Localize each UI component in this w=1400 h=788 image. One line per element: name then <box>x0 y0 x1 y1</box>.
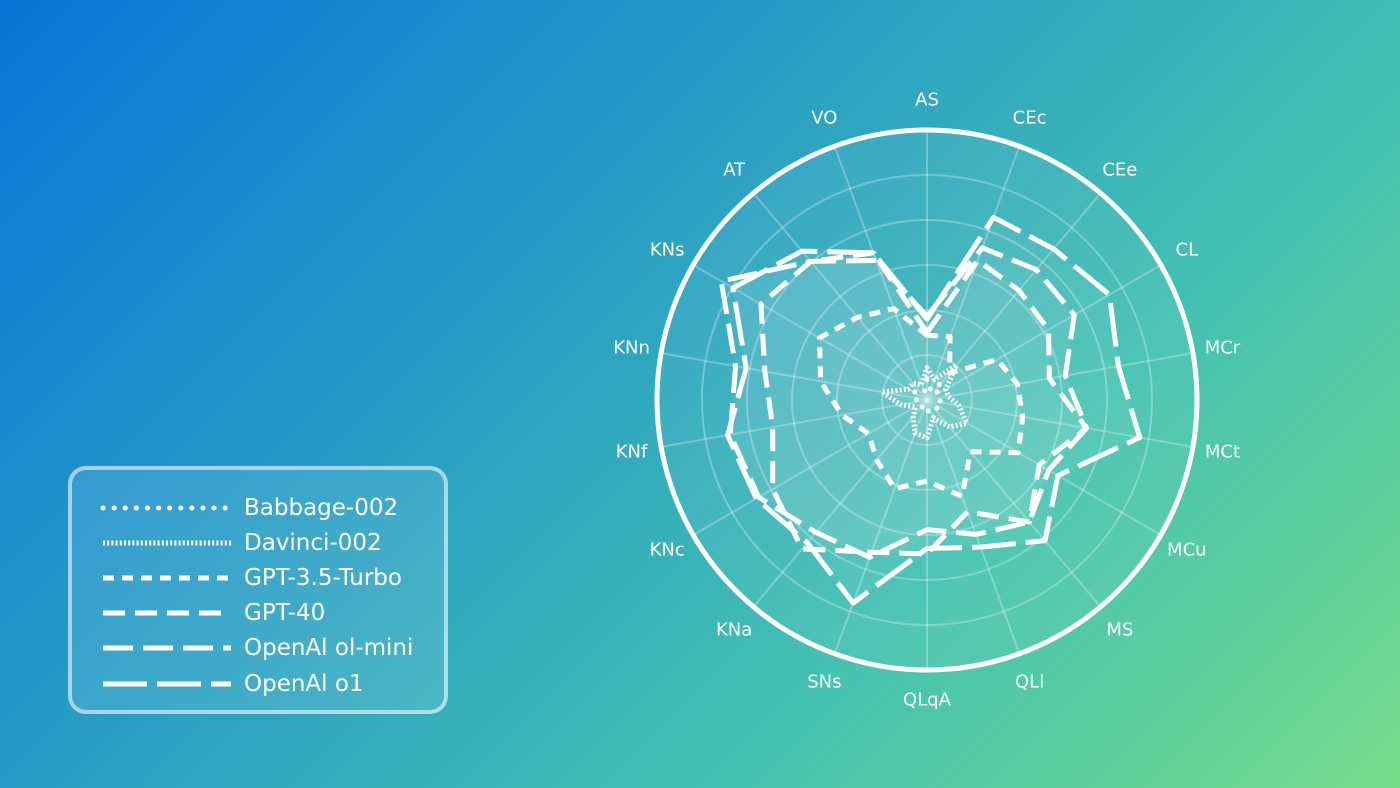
grid-spoke <box>926 399 1021 655</box>
axis-label: CEc <box>1013 108 1047 129</box>
axis-label: MCt <box>1205 442 1240 463</box>
legend-label: OpenAl o1 <box>244 670 364 697</box>
series-line <box>758 250 1090 557</box>
legend-swatch-line <box>103 610 231 616</box>
grid-spoke <box>926 264 1162 401</box>
axis-label: QLqA <box>903 690 952 711</box>
outer-ring <box>654 127 1200 673</box>
legend-label: GPT-40 <box>244 600 326 627</box>
axis-label: KNf <box>616 442 648 463</box>
axis-label: CL <box>1176 240 1199 261</box>
legend-item: OpenAl o1 <box>100 666 444 701</box>
legend-item: Babbage-002 <box>100 490 444 525</box>
axis-label: SNs <box>807 671 841 692</box>
axis-label: CEe <box>1102 160 1137 181</box>
axis-label: MCr <box>1205 337 1241 358</box>
axis-label: MS <box>1106 619 1133 640</box>
grid-spoke <box>926 352 1194 401</box>
series-line <box>816 306 1026 499</box>
series-fill <box>721 247 1087 558</box>
grid-spoke <box>752 399 928 608</box>
axis-label: KNn <box>613 337 650 358</box>
legend-swatch-line <box>103 681 231 687</box>
axis-label: MCu <box>1167 540 1207 561</box>
axis-label: KNs <box>650 240 685 261</box>
series-line <box>879 362 970 441</box>
legend-label: GPT-3.5-Turbo <box>244 564 402 591</box>
legend-swatch-line <box>100 505 234 511</box>
series-line <box>910 375 944 416</box>
legend-item: GPT-40 <box>100 596 444 631</box>
legend-label: Davinci-002 <box>244 529 382 556</box>
grid-spoke <box>926 192 1102 401</box>
grid-ring <box>701 174 1153 626</box>
grid-spoke <box>926 399 1162 536</box>
legend-item: Davinci-002 <box>100 525 444 560</box>
series-fill <box>881 364 967 438</box>
grid-spoke <box>833 145 928 401</box>
grid-spoke <box>833 399 928 655</box>
legend-item: GPT-3.5-Turbo <box>100 560 444 595</box>
grid-spoke <box>692 399 928 536</box>
grid-spoke <box>926 145 1021 401</box>
axis-label: AT <box>723 160 746 181</box>
legend-swatch-line <box>103 575 231 581</box>
legend-label: OpenAl ol-mini <box>244 635 414 662</box>
grid-ring <box>881 354 973 446</box>
axis-label: AS <box>915 90 939 111</box>
axis-label: QLl <box>1015 671 1044 692</box>
legend-swatch-line <box>103 540 231 546</box>
grid-ring <box>836 309 1018 491</box>
axis-label: KNa <box>716 619 752 640</box>
axis-label: VO <box>811 108 837 129</box>
legend-swatch-line <box>103 645 231 651</box>
series-fill <box>912 378 942 414</box>
series-line <box>725 214 1143 606</box>
grid-spoke <box>660 399 928 448</box>
grid-spoke <box>926 399 1102 608</box>
axis-label: KNc <box>650 540 685 561</box>
legend: Babbage-002 Davinci-002 GPT-3.5-Turbo GP… <box>68 466 448 714</box>
legend-item: OpenAl ol-mini <box>100 631 444 666</box>
grid-spoke <box>660 352 928 401</box>
grid-ring <box>791 264 1063 536</box>
grid-spoke <box>926 399 1194 448</box>
grid-spoke <box>752 192 928 401</box>
series-line <box>718 245 1090 560</box>
grid-ring <box>746 219 1108 581</box>
legend-label: Babbage-002 <box>244 494 399 521</box>
